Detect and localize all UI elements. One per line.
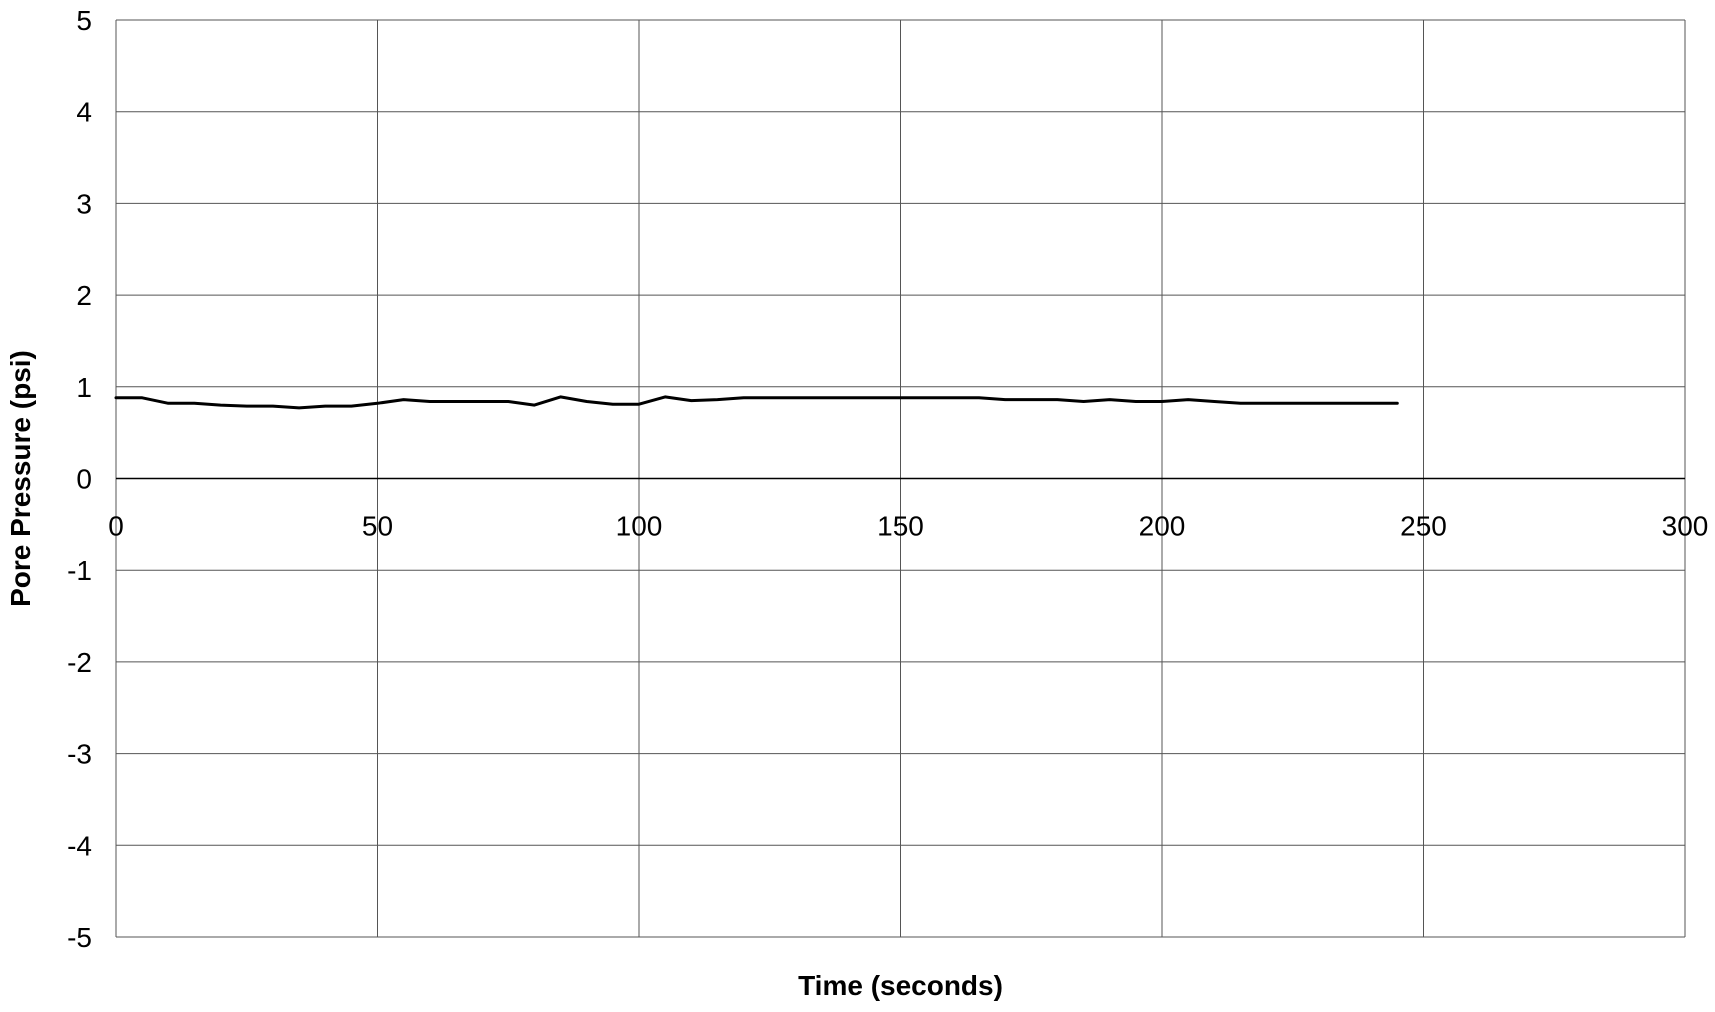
x-tick-label: 100	[616, 511, 663, 542]
x-tick-label: 50	[362, 511, 393, 542]
y-tick-label: -4	[67, 830, 92, 861]
y-tick-labels: 5 4 3 2 1 0 -1 -2 -3 -4 -5	[67, 5, 92, 953]
y-tick-label: -1	[67, 555, 92, 586]
y-tick-label: 2	[76, 280, 92, 311]
y-tick-label: 0	[76, 464, 92, 495]
series-line	[114, 395, 1399, 410]
x-tick-labels: 0 50 100 150 200 250 300	[108, 511, 1708, 542]
y-tick-label: -3	[67, 739, 92, 770]
y-tick-label: 1	[76, 372, 92, 403]
y-tick-label: -2	[67, 647, 92, 678]
series	[114, 395, 1399, 410]
y-tick-label: 3	[76, 188, 92, 219]
x-tick-label: 300	[1662, 511, 1709, 542]
x-tick-label: 200	[1139, 511, 1186, 542]
x-tick-label: 250	[1400, 511, 1447, 542]
y-axis-title: Pore Pressure (psi)	[5, 350, 36, 607]
y-tick-label: -5	[67, 922, 92, 953]
x-tick-label: 0	[108, 511, 124, 542]
y-tick-label: 5	[76, 5, 92, 36]
x-axis-title: Time (seconds)	[798, 970, 1003, 1001]
y-tick-label: 4	[76, 97, 92, 128]
x-tick-label: 150	[877, 511, 924, 542]
